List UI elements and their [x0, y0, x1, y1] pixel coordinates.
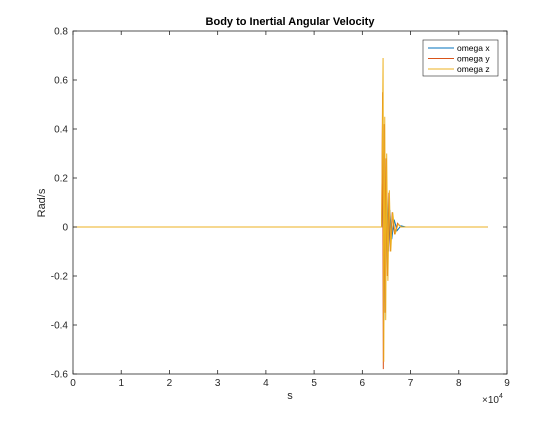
legend-label: omega z — [457, 64, 490, 74]
x-tick-label: 8 — [456, 378, 462, 389]
x-tick-label: 5 — [311, 378, 317, 389]
x-tick-label: 9 — [504, 378, 510, 389]
y-tick-label: 0.8 — [54, 27, 68, 38]
y-tick-label: -0.2 — [51, 272, 69, 283]
x-exponent-power: 4 — [499, 393, 503, 400]
plot-area — [73, 31, 507, 374]
y-tick-label: 0.4 — [54, 125, 68, 136]
x-exponent-base: ×10 — [482, 395, 499, 406]
x-tick-label: 0 — [70, 378, 76, 389]
x-axis-label: s — [287, 390, 293, 402]
legend-label: omega x — [457, 43, 490, 53]
chart-title: Body to Inertial Angular Velocity — [206, 16, 376, 28]
x-axis-exponent: ×104 — [482, 393, 503, 406]
x-tick-label: 3 — [215, 378, 221, 389]
y-tick-label: -0.4 — [51, 321, 69, 332]
y-tick-label: 0 — [62, 223, 68, 234]
y-axis-label: Rad/s — [36, 188, 48, 217]
axes-layer: 0 1 2 3 4 5 6 7 8 9 -0.6 -0.4 -0.2 0 0.2 0.4 0.6 0.8 — [51, 27, 510, 390]
y-tick-label: 0.2 — [54, 174, 68, 185]
axes-box — [72, 30, 508, 375]
y-tick-label: -0.6 — [51, 370, 69, 381]
y-tick-label: 0.6 — [54, 76, 68, 87]
x-tick-label: 7 — [408, 378, 414, 389]
x-tick-label: 6 — [360, 378, 366, 389]
x-tick-label: 1 — [118, 378, 124, 389]
x-tick-label: 2 — [167, 378, 173, 389]
x-tick-label: 4 — [263, 378, 269, 389]
legend-label: omega y — [457, 54, 490, 64]
series-layer — [73, 57, 488, 370]
series-line-omega-z — [73, 57, 488, 362]
